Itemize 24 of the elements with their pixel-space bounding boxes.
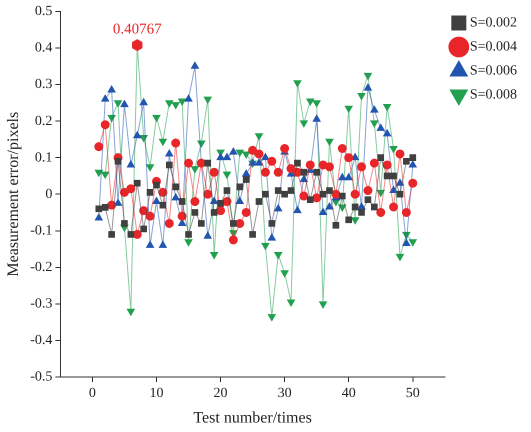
legend-label: S=0.008 <box>470 88 518 103</box>
y-tick-label: 0.2 <box>34 114 52 129</box>
x-tick-label: 10 <box>149 386 164 402</box>
y-tick-label: -0.5 <box>30 370 52 385</box>
y-tick-label: -0.2 <box>30 260 52 275</box>
y-axis-title: Measurement error/pixels <box>4 112 22 277</box>
legend-label: S=0.002 <box>470 16 518 31</box>
x-tick-label: 30 <box>278 386 292 402</box>
annotation: 0.40767 <box>112 22 162 38</box>
x-axis-title: Test number/times <box>193 410 312 427</box>
y-tick-label: 0.5 <box>34 4 52 20</box>
y-tick-label: -0.1 <box>30 223 52 238</box>
legend-label: S=0.004 <box>470 40 518 55</box>
legend-label: S=0.006 <box>470 64 518 79</box>
y-tick-label: 0.3 <box>34 77 52 92</box>
x-tick-label: 0 <box>88 386 96 402</box>
x-tick-label: 50 <box>406 386 420 402</box>
y-tick-label: -0.3 <box>30 296 52 312</box>
x-tick-label: 20 <box>214 386 228 402</box>
y-tick-label: 0 <box>45 186 52 202</box>
y-tick-label: -0.4 <box>30 333 52 348</box>
y-tick-label: 0.4 <box>34 40 52 56</box>
y-tick-label: 0.1 <box>34 150 52 166</box>
x-tick-label: 40 <box>342 386 356 402</box>
